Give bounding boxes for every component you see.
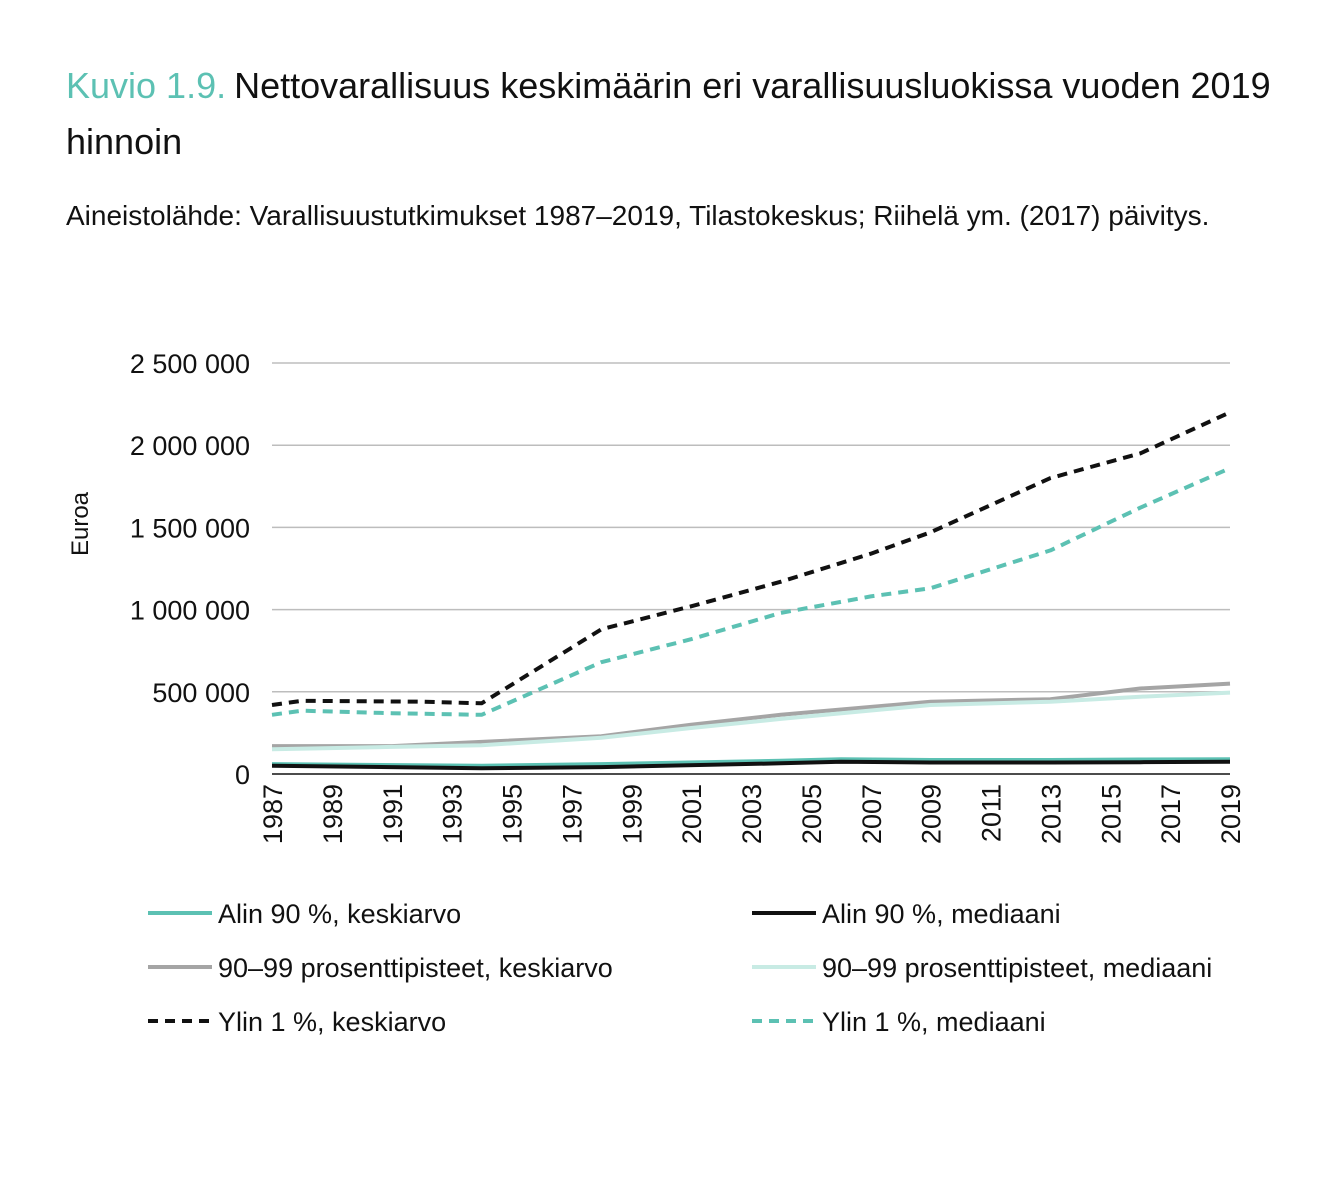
figure-title-text: Nettovarallisuus keskimäärin eri varalli… — [66, 65, 1271, 162]
legend-label-2: 90–99 prosenttipisteet, keskiarvo — [218, 953, 613, 983]
series-line-3 — [271, 690, 1231, 752]
y-tick-label: 2 000 000 — [130, 431, 250, 461]
x-tick-label: 1989 — [318, 784, 348, 844]
legend-label-5: Ylin 1 %, mediaani — [822, 1007, 1046, 1037]
series-line-4 — [271, 410, 1231, 707]
y-tick-label: 2 500 000 — [130, 349, 250, 379]
y-axis-ticks: 0 500 000 1 000 000 1 500 000 2 000 000 2 500… — [130, 349, 250, 790]
x-tick-label: 2013 — [1036, 784, 1066, 844]
y-tick-label: 500 000 — [152, 678, 250, 708]
legend-label-3: 90–99 prosenttipisteet, mediaani — [822, 953, 1212, 983]
y-axis-label: Euroa — [67, 491, 94, 556]
x-tick-label: 2011 — [977, 784, 1007, 842]
legend-label-1: Alin 90 %, mediaani — [822, 899, 1061, 929]
x-tick-label: 1999 — [617, 784, 647, 844]
series-line-1 — [271, 759, 1231, 771]
x-tick-label: 2001 — [677, 784, 707, 844]
x-tick-label: 2007 — [857, 784, 887, 844]
x-tick-label: 2003 — [737, 784, 767, 844]
y-tick-label: 0 — [235, 760, 250, 790]
legend: Alin 90 %, keskiarvo Alin 90 %, mediaani 9… — [148, 899, 1212, 1037]
x-tick-label: 1987 — [258, 784, 288, 844]
x-tick-label: 2005 — [797, 784, 827, 844]
series-lines — [271, 410, 1231, 771]
figure-title: Kuvio 1.9. Nettovarallisuus keskimäärin e… — [66, 58, 1286, 170]
y-tick-label: 1 500 000 — [130, 513, 250, 543]
x-tick-label: 1995 — [498, 784, 528, 844]
figure-number: Kuvio 1.9. — [66, 65, 227, 106]
gridlines — [272, 362, 1230, 693]
series-line-5 — [271, 466, 1231, 717]
x-tick-label: 2009 — [917, 784, 947, 844]
legend-label-4: Ylin 1 %, keskiarvo — [218, 1007, 446, 1037]
x-axis-ticks: 1987 1989 1991 1993 1995 1997 1999 2001 2003 2005… — [258, 784, 1246, 844]
y-tick-label: 1 000 000 — [130, 596, 250, 626]
x-tick-label: 2015 — [1096, 784, 1126, 844]
series-line-0 — [271, 757, 1231, 768]
figure-source: Aineistolähde: Varallisuustutkimukset 19… — [66, 200, 1210, 231]
x-tick-label: 2019 — [1216, 784, 1246, 844]
x-tick-label: 1991 — [378, 784, 408, 844]
series-line-2 — [272, 681, 1231, 749]
x-tick-label: 1997 — [557, 784, 587, 844]
legend-label-0: Alin 90 %, keskiarvo — [218, 899, 461, 929]
x-tick-label: 2017 — [1156, 784, 1186, 844]
x-tick-label: 1993 — [438, 784, 468, 844]
